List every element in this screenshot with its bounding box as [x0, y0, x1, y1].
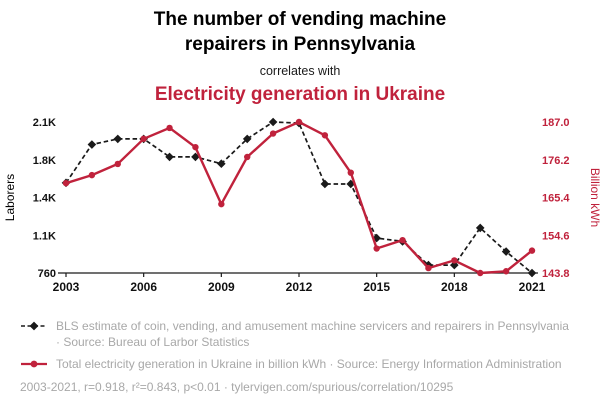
correlates-with-label: correlates with [259, 64, 341, 79]
svg-text:165.4: 165.4 [542, 193, 570, 205]
svg-text:2003: 2003 [53, 280, 80, 294]
svg-text:Billion kWh: Billion kWh [588, 168, 600, 227]
svg-text:2.1K: 2.1K [33, 117, 56, 129]
svg-text:Laborers: Laborers [3, 174, 17, 221]
secondary-title: Electricity generation in Ukraine [154, 84, 446, 106]
svg-text:2015: 2015 [363, 280, 390, 294]
stats-footer: 2003-2021, r=0.918, r²=0.843, p<0.01 · t… [20, 380, 454, 395]
legend-item-label: Total electricity generation in Ukraine … [56, 356, 562, 371]
svg-text:2012: 2012 [286, 280, 313, 294]
svg-text:1.8K: 1.8K [33, 155, 56, 167]
legend-item-repairers: BLS estimate of coin, vending, and amuse… [20, 319, 580, 350]
chart-area: 2003 2006 2009 2012 2015 2018 2021 760 1.1K 1.4K 1… [0, 108, 600, 313]
svg-text:187.0: 187.0 [542, 117, 570, 129]
chart-svg: 2003 2006 2009 2012 2015 2018 2021 760 1.1K 1.4K 1… [3, 117, 600, 294]
legend: BLS estimate of coin, vending, and amuse… [0, 313, 600, 395]
svg-text:143.8: 143.8 [542, 268, 570, 280]
svg-text:176.2: 176.2 [542, 155, 570, 167]
diamond-series-marker-icon [20, 319, 48, 337]
svg-text:2021: 2021 [519, 280, 546, 294]
chart-header: The number of vending machine repairers … [0, 8, 600, 106]
svg-text:2006: 2006 [130, 280, 157, 294]
svg-text:154.6: 154.6 [542, 231, 570, 243]
svg-text:2018: 2018 [441, 280, 468, 294]
page-title: The number of vending machine repairers … [153, 9, 447, 55]
svg-text:2009: 2009 [208, 280, 235, 294]
svg-text:760: 760 [38, 268, 56, 280]
legend-item-label: BLS estimate of coin, vending, and amuse… [56, 319, 569, 349]
svg-text:1.1K: 1.1K [33, 231, 56, 243]
spurious-correlation-page: The number of vending machine repairers … [0, 8, 600, 414]
circle-series-marker-icon [20, 357, 48, 375]
svg-text:1.4K: 1.4K [33, 193, 56, 205]
legend-item-electricity: Total electricity generation in Ukraine … [20, 357, 580, 375]
